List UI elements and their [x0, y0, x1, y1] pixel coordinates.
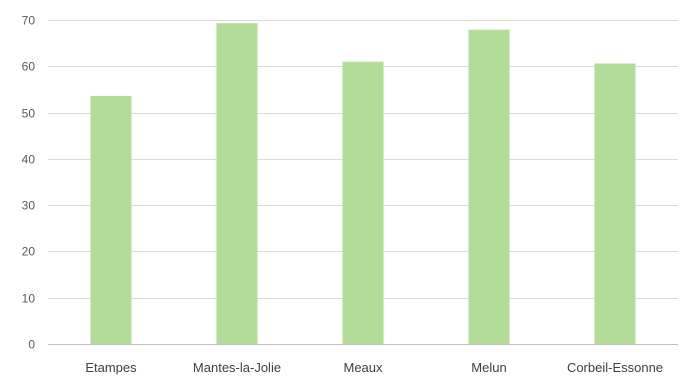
bar-mantes-la-jolie — [216, 23, 258, 344]
y-tick-label: 0 — [28, 338, 35, 352]
x-axis-category-labels: Etampes Mantes-la-Jolie Meaux Melun Corbeil-… — [85, 360, 663, 375]
bar-meaux — [342, 61, 384, 344]
y-tick-label: 30 — [22, 199, 36, 213]
bar-etampes — [90, 95, 132, 345]
x-category-label: Mantes-la-Jolie — [193, 360, 281, 375]
y-tick-label: 40 — [22, 153, 36, 167]
y-tick-label: 70 — [22, 14, 36, 28]
y-tick-label: 20 — [22, 245, 36, 259]
y-tick-label: 50 — [22, 107, 36, 121]
x-category-label: Etampes — [85, 360, 137, 375]
y-tick-label: 10 — [22, 292, 36, 306]
bars — [90, 23, 636, 345]
x-category-label: Corbeil-Essonne — [567, 360, 663, 375]
bar-melun — [468, 29, 510, 344]
y-axis-tick-labels: 0 10 20 30 40 50 60 70 — [22, 14, 36, 352]
y-tick-label: 60 — [22, 60, 36, 74]
bar-corbeil-essonne — [594, 63, 636, 344]
x-category-label: Meaux — [343, 360, 383, 375]
x-category-label: Melun — [471, 360, 506, 375]
